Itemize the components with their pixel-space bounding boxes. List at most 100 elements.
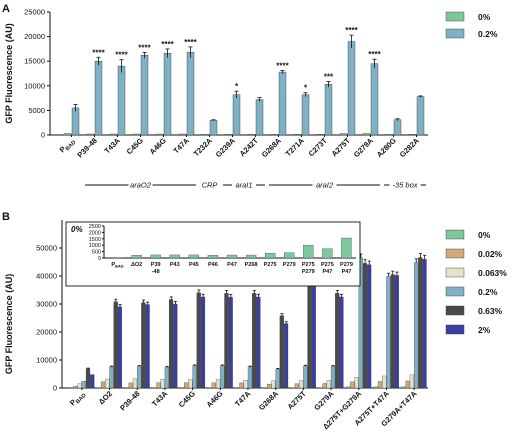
bar-02pct (209, 120, 218, 136)
bar-series-1 (128, 382, 133, 389)
bar-02pct (186, 52, 195, 136)
x-tick-label: T271A (284, 136, 307, 159)
x-tick-label: G282A (398, 136, 422, 160)
bar-series-3 (414, 262, 419, 389)
bar-series-2 (409, 374, 415, 389)
y-tick-label: 40000 (36, 272, 57, 281)
inset-bar (303, 245, 314, 259)
bar-series-3 (137, 366, 142, 389)
bar-series-5 (200, 296, 206, 389)
significance-marker: **** (92, 48, 105, 57)
inset-bar (188, 254, 199, 259)
bar-0pct (385, 134, 394, 136)
x-tick-label: G268A (257, 389, 281, 413)
inset-bar (341, 237, 352, 259)
legend-label: 0.2% (478, 29, 498, 39)
bar-02pct (416, 96, 425, 136)
bar-series-0 (373, 386, 378, 389)
bar-series-2 (215, 379, 221, 389)
legend-swatch (445, 11, 465, 22)
x-tick-label: A46G (205, 389, 225, 409)
significance-marker: **** (138, 43, 151, 52)
group-label: araO2 (130, 181, 152, 190)
inset-x-tick-label: P45 (189, 262, 199, 268)
bar-series-3 (220, 365, 225, 389)
bar-series-5 (90, 374, 95, 389)
bar-02pct (370, 63, 379, 136)
significance-marker: **** (345, 26, 358, 35)
inset-title: 0% (71, 225, 83, 234)
inset-x-tick-label: ΔO2 (131, 262, 142, 268)
inset-y-tick-label: 1500 (89, 237, 101, 243)
y-tick-label: 10000 (36, 356, 57, 365)
bar-series-3 (386, 276, 391, 389)
significance-marker: **** (161, 40, 174, 49)
x-tick-label: G279A (352, 136, 376, 160)
inset-y-tick-label: 2000 (89, 230, 101, 236)
bar-02pct (347, 41, 356, 136)
bar-0pct (408, 134, 417, 136)
bar-series-2 (326, 380, 331, 389)
inset-bar (284, 252, 295, 259)
bar-series-2 (354, 377, 359, 389)
x-tick-label: T43A (150, 389, 170, 409)
x-tick-label: PBAD (68, 389, 88, 409)
bar-02pct (232, 94, 241, 136)
bar-series-2 (105, 378, 110, 389)
bar-series-4 (279, 315, 284, 389)
bar-series-3 (81, 381, 86, 389)
bar-series-5 (394, 275, 399, 389)
inset-bar (207, 255, 219, 259)
bar-series-2 (299, 380, 304, 389)
legend-label: 0% (478, 230, 491, 240)
x-tick-label: G268A (260, 136, 284, 160)
bar-series-3 (275, 368, 280, 389)
bar-0pct (293, 134, 302, 136)
bar-series-5 (173, 303, 178, 389)
significance-marker: **** (276, 62, 289, 71)
inset-bar (169, 254, 180, 259)
inset-bar (150, 254, 161, 259)
panel-b-label: B (2, 211, 10, 223)
x-tick-label: G279A (312, 389, 336, 413)
bar-02pct (255, 99, 264, 136)
x-tick-label: C45G (125, 136, 145, 156)
bar-series-5 (339, 296, 344, 389)
legend-swatch (445, 28, 465, 39)
bar-02pct (393, 119, 402, 136)
y-tick-label: 25000 (24, 8, 45, 17)
inset-x-tick-label: P47 (227, 262, 237, 268)
inset-y-tick-label: 1000 (89, 243, 101, 249)
inset-frame (65, 221, 361, 287)
bar-02pct (94, 61, 103, 136)
bar-0pct (63, 133, 72, 136)
bar-0pct (247, 134, 256, 136)
x-tick-label: A280G (375, 136, 398, 159)
inset-x-tick-label: P275 P279 (302, 262, 315, 275)
x-tick-label: A46G (148, 136, 168, 156)
significance-marker: **** (368, 50, 381, 59)
bar-series-1 (267, 383, 272, 389)
bar-series-4 (418, 257, 423, 389)
bar-02pct (278, 71, 287, 136)
x-tick-label: T43A (103, 136, 123, 156)
bar-series-3 (192, 365, 197, 389)
inset-x-tick-label: P39 -48 (151, 262, 161, 275)
bar-series-4 (196, 292, 201, 389)
y-tick-label: 5000 (28, 106, 45, 115)
bar-0pct (224, 134, 233, 136)
bar-0pct (339, 133, 348, 136)
x-tick-label: T232A (192, 136, 215, 159)
x-tick-label: ΔO2 (97, 389, 114, 406)
group-label: -35 box (392, 181, 417, 190)
bar-0pct (155, 133, 164, 136)
bar-series-5 (367, 264, 372, 389)
bar-series-2 (243, 380, 248, 389)
y-tick-label: 0 (41, 131, 45, 140)
bar-series-4 (113, 301, 118, 389)
y-axis-title: GFP Fluorescence (AU) (4, 274, 14, 374)
bar-series-4 (141, 302, 146, 389)
legend-label: 0.063% (478, 268, 507, 278)
